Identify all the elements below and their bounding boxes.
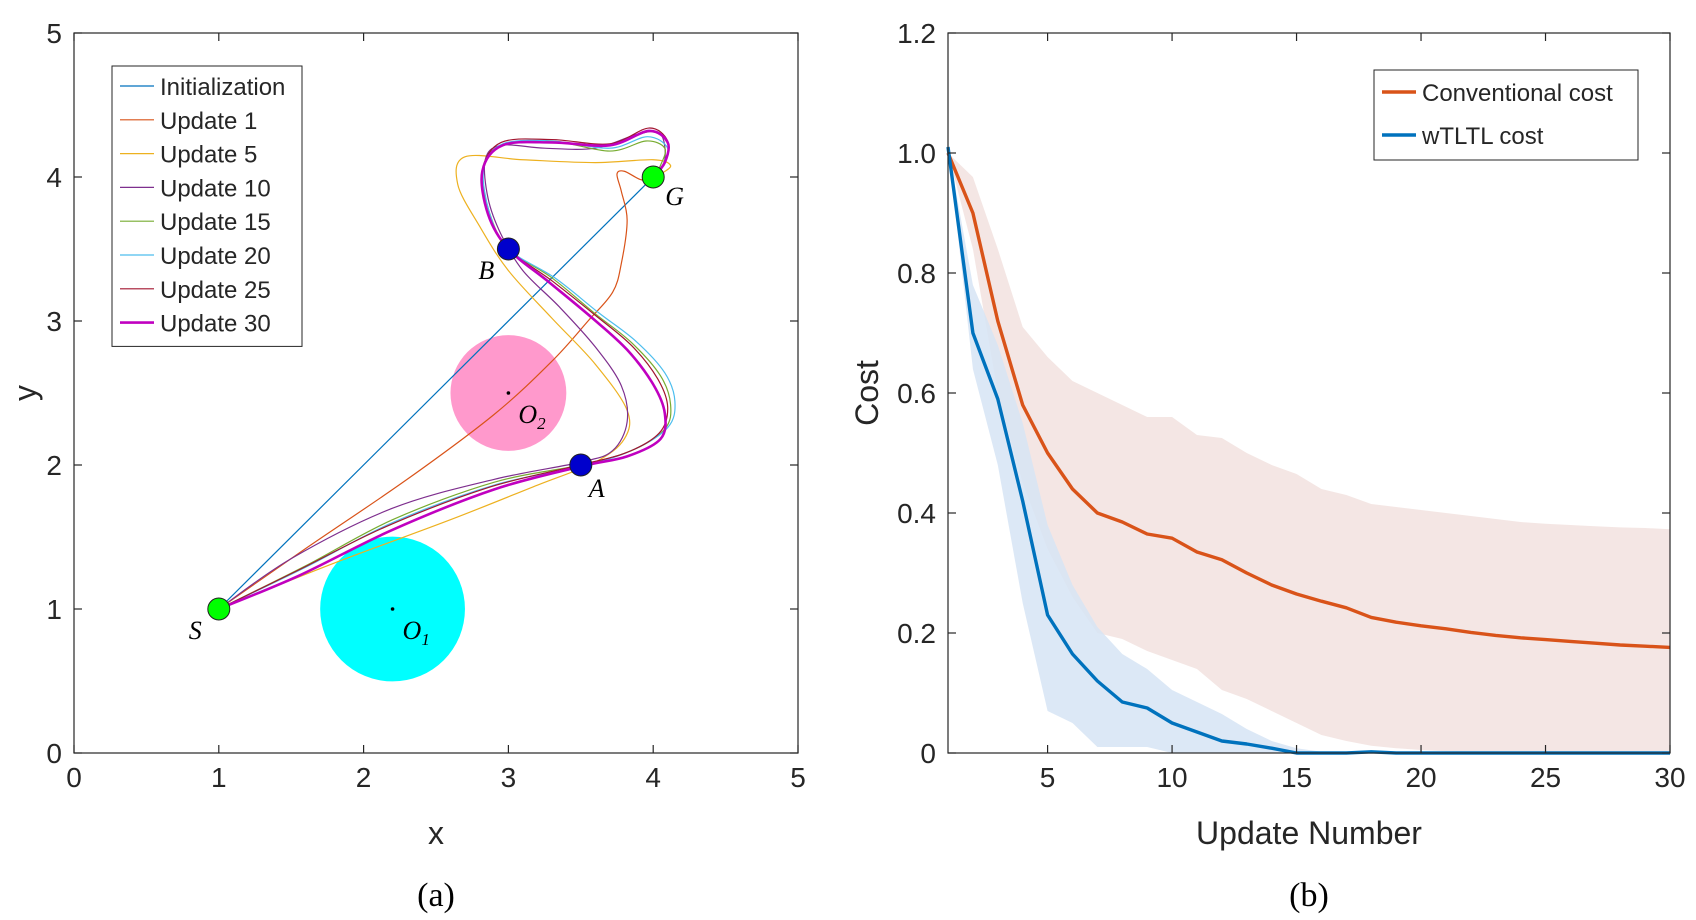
x-tick-label-b: 15: [1281, 762, 1312, 793]
y-axis-label-a: y: [7, 385, 43, 401]
band-conventional-cost: [948, 153, 1670, 753]
x-tick-label-a: 2: [356, 762, 372, 793]
x-tick-label-b: 5: [1040, 762, 1056, 793]
x-tick-label-b: 25: [1530, 762, 1561, 793]
trajectory-update-15: [218, 139, 672, 610]
x-axis-label-b: Update Number: [1196, 815, 1422, 851]
y-tick-label-a: 2: [46, 450, 62, 481]
x-tick-label-b: 20: [1405, 762, 1436, 793]
legend-label-a: Update 20: [160, 243, 271, 270]
line-conventional-cost: [946, 152, 1671, 650]
trajectory-update-1: [218, 170, 654, 610]
panel-b-caption: (b): [1289, 877, 1329, 914]
legend-label-a: Update 15: [160, 209, 271, 236]
y-tick-label-b: 1.2: [897, 18, 936, 49]
y-tick-label-b: 0.8: [897, 258, 936, 289]
trajectory-update-25: [218, 127, 670, 610]
trajectory-update-20: [218, 136, 676, 610]
trajectory-update-30: [218, 129, 670, 611]
axes-box-a: [73, 32, 799, 754]
panel-a-caption: (a): [417, 877, 455, 914]
legend-label-a: Update 10: [160, 175, 271, 202]
legend-label-b: Conventional cost: [1422, 80, 1613, 107]
x-tick-label-a: 5: [790, 762, 806, 793]
legend-label-b: wTLTL cost: [1421, 123, 1544, 150]
waypoint-label-A: A: [587, 474, 605, 503]
x-tick-label-a: 4: [645, 762, 661, 793]
legend-label-a: Update 25: [160, 277, 271, 304]
obstacle-center-O2: [506, 391, 511, 395]
x-tick-label-b: 30: [1654, 762, 1685, 793]
y-tick-label-b: 0.2: [897, 618, 936, 649]
y-tick-label-a: 3: [46, 306, 62, 337]
y-tick-label-a: 1: [46, 594, 62, 625]
legend-a: [111, 65, 303, 347]
x-tick-label-a: 3: [501, 762, 517, 793]
legend-label-a: Update 5: [160, 142, 257, 169]
y-tick-label-a: 4: [46, 162, 62, 193]
y-axis-label-b: Cost: [849, 360, 885, 426]
x-tick-label-a: 1: [211, 762, 227, 793]
waypoint-G: [641, 165, 665, 189]
legend-label-a: Update 1: [160, 108, 257, 135]
y-tick-label-a: 0: [46, 738, 62, 769]
y-tick-label-a: 5: [46, 18, 62, 49]
waypoint-B: [496, 237, 520, 261]
obstacle-subscript: 2: [537, 414, 546, 433]
obstacle-center-O1: [390, 607, 395, 611]
waypoint-S: [207, 597, 231, 621]
trajectory-update-5: [218, 154, 672, 610]
waypoint-label-B: B: [478, 256, 494, 285]
legend-label-a: Initialization: [160, 74, 285, 101]
x-axis-label-a: x: [428, 815, 444, 851]
y-tick-label-b: 0.6: [897, 378, 936, 409]
x-tick-label-a: 0: [66, 762, 82, 793]
waypoint-label-S: S: [189, 616, 202, 645]
y-tick-label-b: 0.4: [897, 498, 936, 529]
x-tick-label-b: 10: [1156, 762, 1187, 793]
obstacle-subscript: 1: [421, 630, 430, 649]
waypoint-label-G: G: [665, 182, 684, 211]
legend-b: [1373, 69, 1639, 161]
y-tick-label-b: 1.0: [897, 138, 936, 169]
y-tick-label-b: 0: [920, 738, 936, 769]
waypoint-A: [569, 453, 593, 477]
trajectory-initialization: [218, 176, 654, 610]
panel-b-cost-plot: 5 10 15 20 25 30 0 0.2 0.4 0.6 0.8 1.0 1.2 Update Num…: [849, 18, 1686, 914]
legend-label-a: Update 30: [160, 311, 271, 338]
